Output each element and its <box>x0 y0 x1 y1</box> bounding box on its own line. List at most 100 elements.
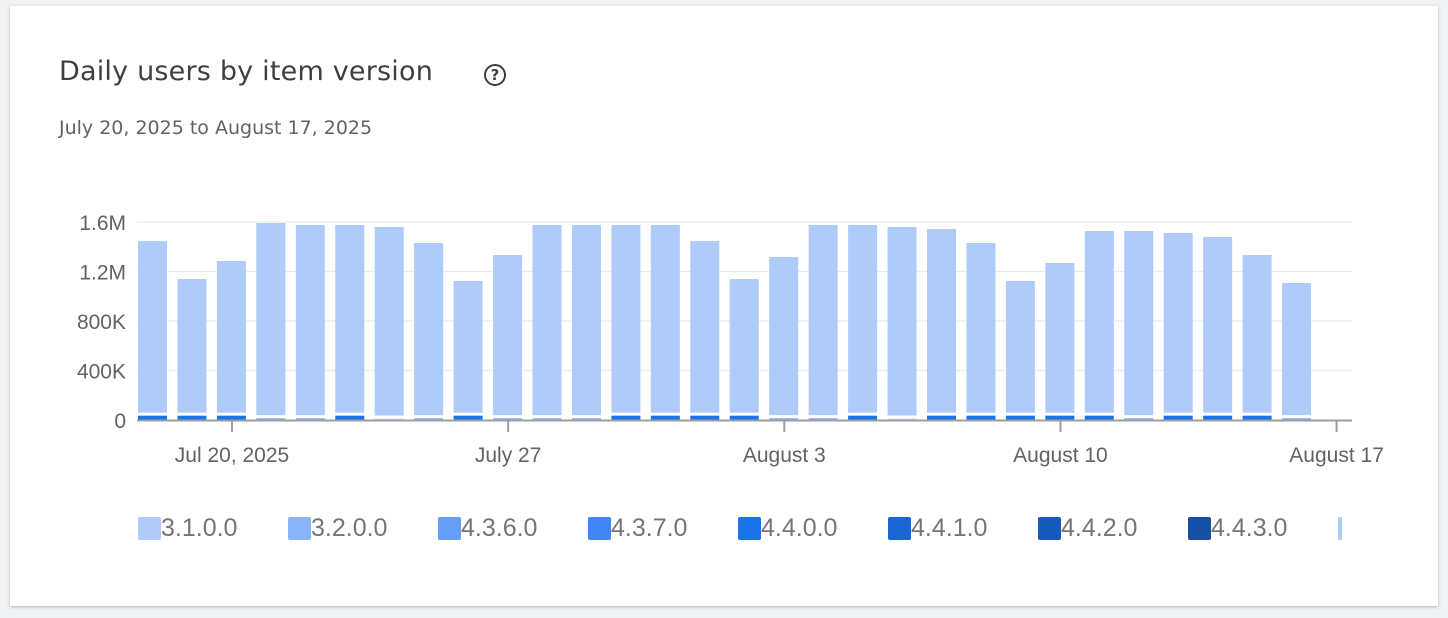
bar-segment <box>1282 283 1312 416</box>
legend-swatch <box>1338 516 1342 540</box>
legend-item[interactable]: 4.4.0.0 <box>738 508 837 548</box>
bar-segment <box>335 415 365 420</box>
bar-segment <box>374 226 404 416</box>
bar-segment <box>256 222 286 416</box>
bar-segment <box>1163 415 1193 420</box>
bar-segment <box>611 415 641 420</box>
bar-segment <box>729 415 759 420</box>
bar-segment <box>1242 415 1272 420</box>
legend-item[interactable]: 3.1.0.0 <box>138 508 237 548</box>
bar-segment <box>887 418 917 420</box>
legend-label: 4.4.2.0 <box>1061 513 1138 542</box>
legend-label: 4.4.0.0 <box>761 513 838 542</box>
bar-segment <box>966 243 996 413</box>
bar-segment <box>611 224 641 413</box>
bar-segment <box>295 224 325 416</box>
y-tick-label: 800K <box>77 311 126 334</box>
bar-segment <box>335 224 365 413</box>
bar-segment <box>1084 231 1114 413</box>
bar-segment <box>848 224 878 413</box>
bar-segment <box>295 418 325 420</box>
chart-title: Daily users by item version <box>59 56 434 87</box>
help-circle-icon[interactable]: ? <box>484 64 506 86</box>
bar-segment <box>1005 415 1035 420</box>
bar-segment <box>453 281 483 413</box>
bar-segment <box>177 415 207 420</box>
bar-segment <box>1005 281 1035 413</box>
legend-swatch <box>438 516 461 540</box>
bar-segment <box>256 418 286 420</box>
bar-segment <box>532 418 562 420</box>
x-tick-label: August 10 <box>1013 444 1108 467</box>
bar-segment <box>414 418 444 420</box>
legend-label: 4.3.7.0 <box>611 513 688 542</box>
bar-segment <box>690 241 720 413</box>
bar-segment <box>650 224 680 413</box>
x-tick-label: August 17 <box>1289 444 1384 467</box>
x-tick-label: July 27 <box>475 444 542 467</box>
bar-segment <box>1045 415 1075 420</box>
y-tick-label: 0 <box>114 410 126 433</box>
y-tick-label: 400K <box>77 361 126 384</box>
bar-segment <box>1163 233 1193 413</box>
legend-item[interactable]: 3.2.0.0 <box>288 508 387 548</box>
legend-item[interactable]: 4.4.1.0 <box>888 508 987 548</box>
bar-segment <box>571 224 601 416</box>
bar-segment <box>650 415 680 420</box>
bar-segment <box>690 415 720 420</box>
bar-segment <box>1124 418 1154 420</box>
bar-segment <box>453 415 483 420</box>
bar-segment <box>887 226 917 416</box>
bar-segment <box>808 418 838 420</box>
legend-label: 4.3.6.0 <box>461 513 538 542</box>
bar-segment <box>1084 415 1114 420</box>
y-tick-label: 1.6M <box>79 212 126 235</box>
bar-segment <box>414 243 444 416</box>
legend-label: 4.4.3.0 <box>1211 513 1288 542</box>
bar-segment <box>927 415 956 420</box>
chart-subtitle: July 20, 2025 to August 17, 2025 <box>59 117 373 139</box>
legend-item[interactable]: 4.3.6.0 <box>438 508 537 548</box>
legend-swatch <box>288 516 311 540</box>
bar-segment <box>769 418 799 420</box>
bar-segment <box>927 229 956 413</box>
bar-segment <box>848 415 878 420</box>
legend-swatch <box>588 516 611 540</box>
bar-segment <box>216 415 246 420</box>
bar-segment <box>1282 418 1312 420</box>
bar-segment <box>966 415 996 420</box>
legend-item[interactable]: 4.4.2.0 <box>1038 508 1137 548</box>
legend-swatch <box>1188 516 1211 540</box>
bar-segment <box>1203 236 1233 413</box>
bar-segment <box>1242 255 1272 413</box>
x-tick-label: Jul 20, 2025 <box>175 444 289 467</box>
chart-card: Daily users by item version ? July 20, 2… <box>10 6 1438 606</box>
chart-legend: 3.1.0.0 3.2.0.0 4.3.6.0 4.3.7.0 4.4.0.0 4.4.1… <box>128 508 1342 548</box>
legend-swatch <box>888 516 911 540</box>
bar-segment <box>808 224 838 416</box>
legend-item[interactable]: 4.4.3.0 <box>1188 508 1287 548</box>
bar-segment <box>571 418 601 420</box>
x-tick-label: August 3 <box>743 444 826 467</box>
bar-segment <box>729 279 759 413</box>
bar-segment <box>216 260 246 413</box>
bar-segment <box>138 241 167 413</box>
legend-item[interactable]: 4.3.7.0 <box>588 508 687 548</box>
bar-segment <box>138 415 167 420</box>
bar-segment <box>769 257 799 416</box>
bar-segment <box>493 418 523 420</box>
bar-segment <box>1045 262 1075 413</box>
y-tick-label: 1.2M <box>79 262 126 285</box>
bar-segment <box>1203 415 1233 420</box>
legend-swatch <box>138 516 161 540</box>
bar-segment <box>374 418 404 420</box>
bar-segment <box>1124 231 1154 416</box>
bar-segment <box>532 224 562 416</box>
legend-label: 3.1.0.0 <box>161 513 238 542</box>
bar-segment <box>177 279 207 413</box>
legend-label: 4.4.1.0 <box>911 513 988 542</box>
legend-item[interactable] <box>1338 508 1342 548</box>
bar-segment <box>493 255 523 416</box>
legend-swatch <box>738 516 761 540</box>
